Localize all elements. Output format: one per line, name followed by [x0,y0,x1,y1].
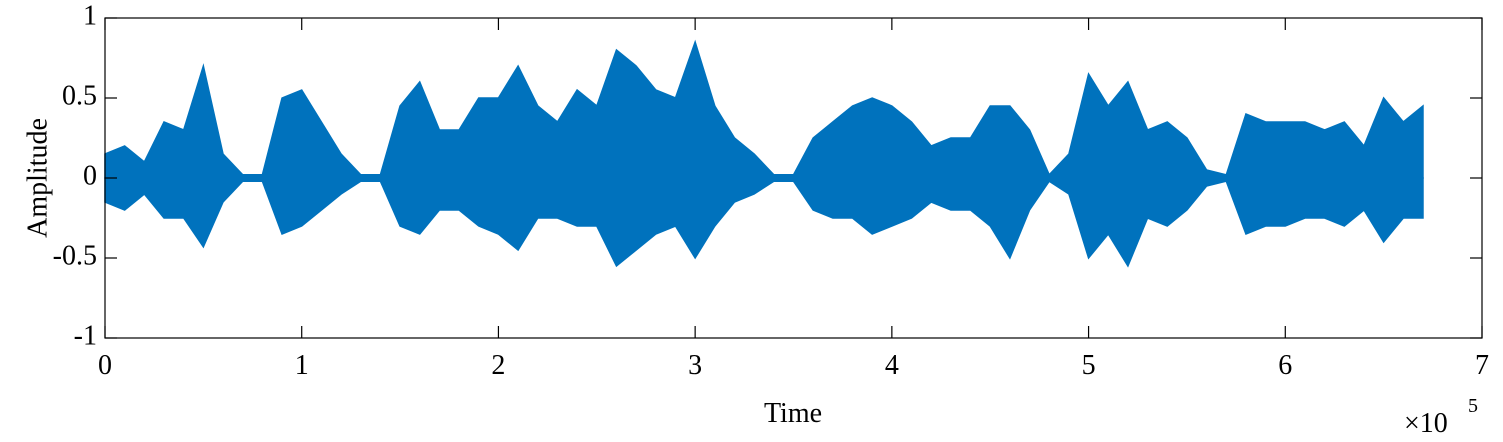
x-tick-label: 1 [295,350,309,381]
x-tick-label: 2 [491,350,505,381]
y-tick-label: -1 [74,320,97,351]
x-scale-exponent: 5 [1468,395,1478,417]
y-tick-label: -0.5 [53,240,97,271]
x-tick-label: 6 [1278,350,1292,381]
y-tick-label: 0 [83,160,97,191]
y-axis-label: Amplitude [22,118,53,238]
waveform-envelope [104,177,1424,268]
x-tick-label: 5 [1082,350,1096,381]
x-tick-label: 3 [688,350,702,381]
waveform-envelope [104,39,1424,179]
y-tick-label: 0.5 [62,80,97,111]
x-tick-label: 4 [885,350,899,381]
x-tick-label: 0 [98,350,112,381]
y-tick-label: 1 [83,0,97,31]
x-tick-label: 7 [1475,350,1489,381]
x-axis-label: Time [764,398,822,429]
x-scale-label: ×10 [1404,408,1448,439]
